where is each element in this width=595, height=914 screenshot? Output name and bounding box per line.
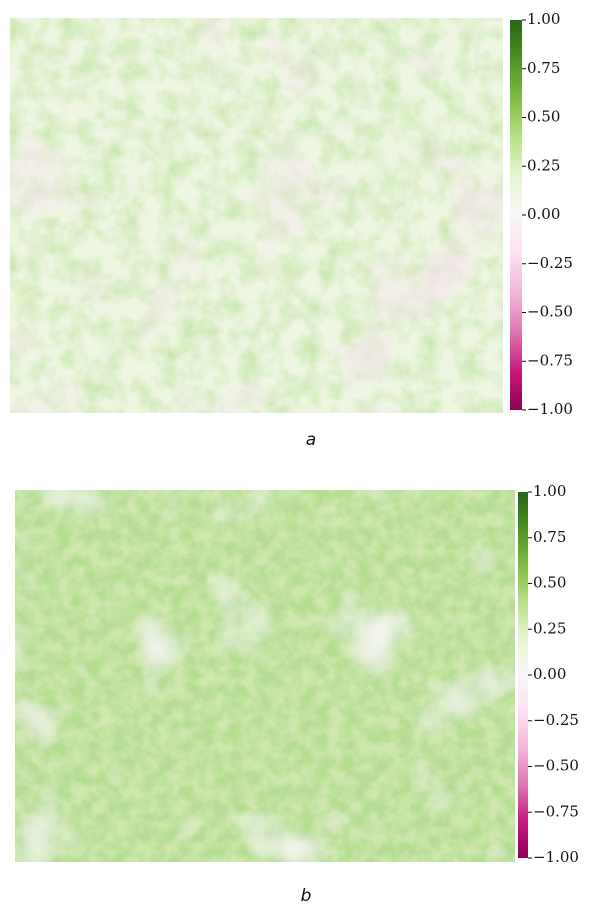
- colorbar-tick-label: −0.25: [533, 711, 579, 729]
- colorbar-tick-label: −0.50: [527, 303, 573, 321]
- colorbar-tick-label: 0.75: [527, 59, 560, 77]
- colorbar-tick-label: −0.75: [527, 351, 573, 369]
- colorbar-tick-label: 0.50: [533, 574, 566, 592]
- colorbar-tick-label: 0.25: [533, 619, 566, 637]
- map-texture: [15, 490, 515, 862]
- colorbar-tick-label: 0.75: [533, 528, 566, 546]
- colorbar-tick-label: −1.00: [527, 400, 573, 418]
- colorbar-tick-label: −0.75: [533, 802, 579, 820]
- colorbar-tick-label: 0.00: [527, 205, 560, 223]
- colorbar: [518, 492, 528, 858]
- figure: −1.00 −0.75 −0.50 −0.25 0.00 0.25 0.50 0.75 1.00…: [0, 0, 595, 914]
- colorbar-tick-label: −0.50: [533, 757, 579, 775]
- colorbar-tick-label: −1.00: [533, 848, 579, 866]
- colorbar-tick-label: 0.25: [527, 156, 560, 174]
- colorbar-tick-label: 1.00: [533, 482, 566, 500]
- colorbar-tick-label: 0.50: [527, 108, 560, 126]
- colorbar-tick-label: 1.00: [527, 10, 560, 28]
- colorbar: [510, 20, 522, 410]
- colorbar-tick-label: −0.25: [527, 254, 573, 272]
- page: −1.00 −0.75 −0.50 −0.25 0.00 0.25 0.50 0.75 1.00…: [0, 0, 595, 914]
- colorbar-tick-label: 0.00: [533, 665, 566, 683]
- map-texture: [10, 18, 503, 413]
- panel-caption: b: [301, 886, 312, 906]
- panel-caption: a: [306, 430, 316, 450]
